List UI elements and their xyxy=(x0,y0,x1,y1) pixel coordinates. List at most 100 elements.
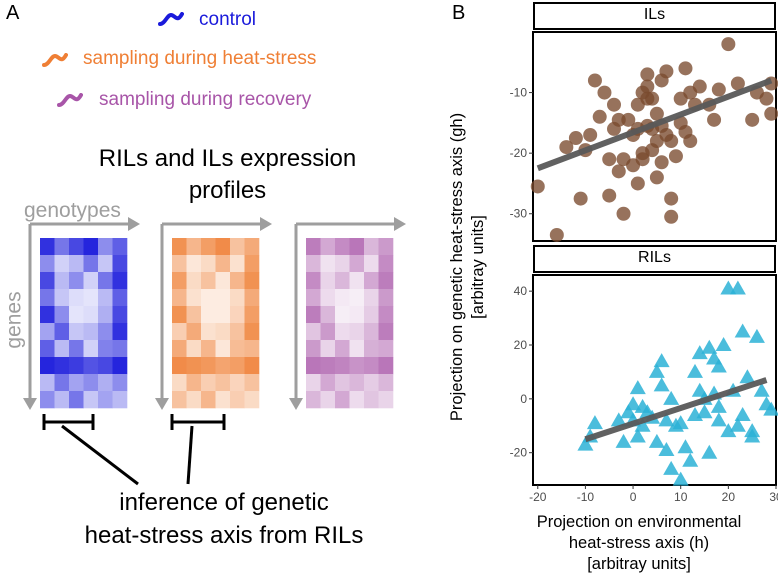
il-point xyxy=(707,112,722,127)
ils-scatter-plot: -30 -20 -10 xyxy=(510,31,778,242)
heatmap-cell xyxy=(378,289,394,307)
heatmap-cell xyxy=(364,255,379,273)
heatmap-cell xyxy=(378,323,394,341)
ril-point xyxy=(744,428,761,443)
regression-line xyxy=(584,377,768,443)
pointer-line-1 xyxy=(61,424,139,486)
heatmap-cell xyxy=(364,357,379,375)
heatmap-cell xyxy=(244,238,260,256)
il-point xyxy=(640,79,655,94)
heatmap-cell xyxy=(54,272,70,290)
heatmap-cell xyxy=(201,238,216,256)
ril-point xyxy=(691,345,708,360)
genotypes-arrowhead xyxy=(128,217,140,231)
heatmap-2 xyxy=(172,238,260,409)
heatmap-cell xyxy=(335,255,350,273)
heatmap-cell xyxy=(186,272,202,290)
heatmap-cell xyxy=(201,289,216,307)
heatmap-cell xyxy=(83,272,99,290)
heading-line-2: profiles xyxy=(188,177,267,204)
il-point xyxy=(668,149,683,164)
heatmap-cell xyxy=(112,357,128,375)
heatmap-cell xyxy=(69,323,84,341)
heatmap-cell xyxy=(54,374,70,392)
heatmap-cell xyxy=(349,306,365,324)
heatmap-cell xyxy=(83,255,99,273)
heatmap-cell xyxy=(83,238,99,256)
heatmap-cell xyxy=(172,391,187,409)
il-point xyxy=(649,170,664,185)
legend-label-heat-stress: sampling during heat-stress xyxy=(83,48,317,69)
heatmap-cell xyxy=(364,374,379,392)
il-point xyxy=(611,164,626,179)
genes-arrowhead xyxy=(289,398,303,410)
heatmap-cell xyxy=(98,255,113,273)
ril-point xyxy=(710,358,727,373)
heatmap-cell xyxy=(83,306,99,324)
heatmap-cell xyxy=(40,255,55,273)
heatmap-cell xyxy=(320,374,336,392)
heatmap-cell xyxy=(244,289,260,307)
heatmap-cell xyxy=(98,272,113,290)
heatmap-cell xyxy=(230,340,245,358)
ril-point xyxy=(653,377,670,392)
heatmap-cell xyxy=(40,306,55,324)
heatmap-cell xyxy=(201,323,216,341)
heatmap-cell xyxy=(40,340,55,358)
heatmap-cell xyxy=(54,391,70,409)
heatmap-cell xyxy=(186,306,202,324)
ril-point xyxy=(663,390,680,405)
il-point xyxy=(721,37,736,52)
ril-point xyxy=(710,412,727,427)
legend-recovery-icon xyxy=(57,93,83,107)
ril-point xyxy=(715,337,732,351)
il-point xyxy=(664,209,679,224)
heatmap-axes-3 xyxy=(289,217,406,410)
rils-scatter-plot: -20 0 20 40 -20 -10 0 10 20 30 xyxy=(510,274,778,504)
pointer-line-2 xyxy=(186,425,194,485)
heatmap-cell xyxy=(112,272,128,290)
legend-heat-stress-icon xyxy=(42,53,68,67)
heatmap-cell xyxy=(40,357,55,375)
heatmap-cell xyxy=(335,289,350,307)
heatmap-cell xyxy=(112,306,128,324)
heatmap-cell xyxy=(335,306,350,324)
heatmap-cell xyxy=(215,255,231,273)
il-point xyxy=(602,152,617,167)
heatmap-cell xyxy=(83,357,99,375)
heatmap-cell xyxy=(201,255,216,273)
heatmap-cell xyxy=(349,374,365,392)
heatmap-cell xyxy=(230,323,245,341)
ril-point xyxy=(658,442,675,456)
heatmap-cell xyxy=(69,238,84,256)
ils-strip: ILs xyxy=(533,2,776,30)
heatmap-cell xyxy=(230,391,245,409)
heatmap-cell xyxy=(40,323,55,341)
heatmap-cell xyxy=(172,340,187,358)
heatmap-cell xyxy=(215,340,231,358)
ril-point xyxy=(672,415,689,430)
ril-point xyxy=(577,436,594,451)
heatmap-cell xyxy=(244,306,260,324)
heatmap-cell xyxy=(69,357,84,375)
heatmap-cell xyxy=(244,323,260,341)
ril-point xyxy=(658,412,675,427)
ril-point xyxy=(648,433,665,448)
heatmap-cell xyxy=(186,255,202,273)
heatmap-cell xyxy=(172,374,187,392)
heatmap-cell xyxy=(98,306,113,324)
heatmap-cell xyxy=(112,340,128,358)
heatmap-cell xyxy=(306,391,321,409)
il-point xyxy=(607,97,621,112)
y-axis-title: Projection on genetic heat-stress axis (… xyxy=(447,102,489,432)
il-point xyxy=(745,112,760,127)
il-point xyxy=(549,227,564,242)
heatmap-cell xyxy=(306,374,321,392)
heatmap-cell xyxy=(230,255,245,273)
il-point xyxy=(568,131,583,146)
heatmap-cell xyxy=(306,255,321,273)
heatmap-cell xyxy=(172,306,187,324)
x-axis-title-line-2: heat-stress axis (h) xyxy=(568,534,710,552)
ril-point xyxy=(677,439,694,454)
ril-point xyxy=(648,363,665,378)
